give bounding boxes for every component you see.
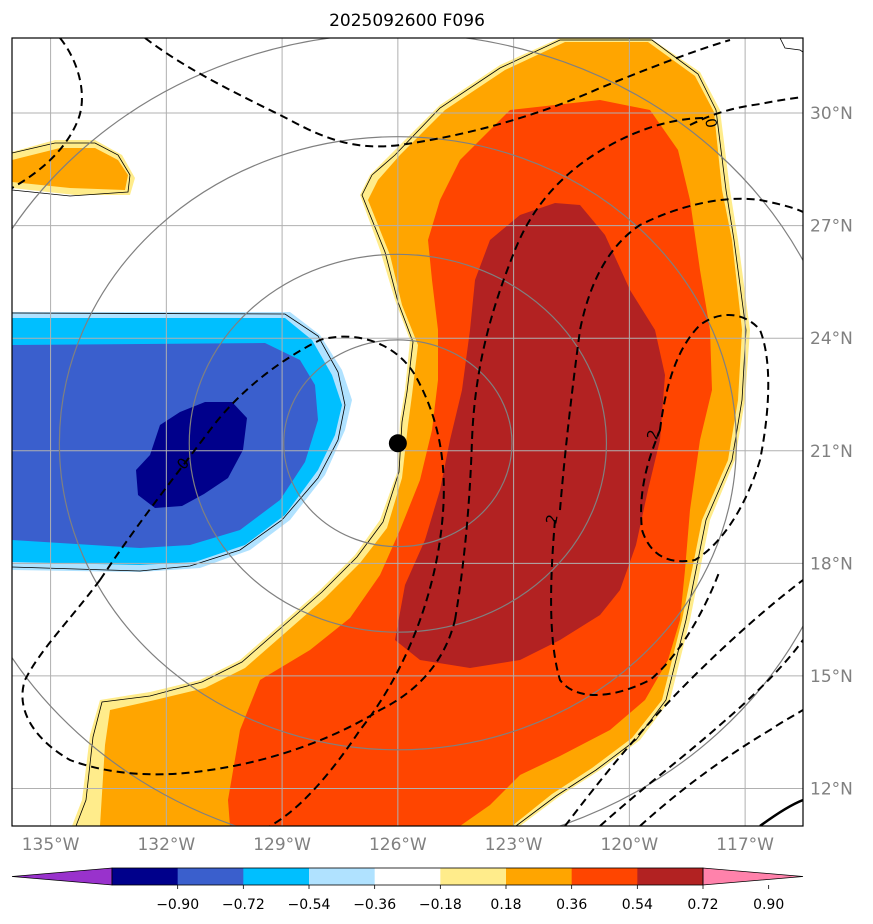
colorbar-segment [112, 868, 179, 885]
longitude-tick-label: 135°W [22, 835, 80, 855]
latitude-tick-label: 21°N [810, 442, 853, 462]
contour-upper-left-loop [12, 38, 83, 189]
longitude-tick-label: 117°W [716, 835, 774, 855]
colorbar-segment [309, 868, 376, 885]
colorbar-segment [506, 868, 573, 885]
contour-two-west [454, 117, 706, 621]
latitude-tick-label: 24°N [810, 329, 853, 349]
colorbar-tick-label: −0.72 [222, 897, 265, 913]
contour-label: 0 [701, 117, 720, 130]
longitude-tick-label: 129°W [253, 835, 311, 855]
colorbar-tick-label: 0.72 [687, 897, 718, 913]
colorbar-tick-label: −0.54 [288, 897, 331, 913]
longitude-tick-label: 120°W [600, 835, 658, 855]
dashed-contours [12, 38, 803, 826]
contour-bottom-right-3 [599, 639, 803, 826]
range-ring [58, 136, 737, 751]
latitude-tick-labels: 30°N 27°N 24°N 21°N 18°N 15°N 12°N [810, 104, 853, 799]
fill-level-036-upper-left [12, 148, 128, 190]
colorbar-tick-label: −0.36 [353, 897, 396, 913]
longitude-tick-label: 132°W [137, 835, 195, 855]
colorbar-segment [571, 868, 638, 885]
latitude-tick-label: 27°N [810, 217, 853, 237]
colorbar-tick-label: −0.18 [419, 897, 462, 913]
latitude-tick-label: 30°N [810, 104, 853, 124]
negative-anomaly-fill [12, 312, 352, 572]
range-rings [12, 38, 803, 826]
map-area: 0 0 2 2 [12, 38, 803, 826]
range-ring [283, 339, 513, 548]
contour-two-middle [559, 197, 803, 511]
contour-label: 2 [542, 513, 561, 526]
fill-level-072 [395, 203, 665, 668]
graticule [12, 38, 803, 826]
contour-top-right [689, 96, 803, 126]
chart-title: 2025092600 F096 [329, 11, 485, 31]
latitude-tick-label: 15°N [810, 667, 853, 687]
colorbar-tick-labels: −0.90 −0.72 −0.54 −0.36 −0.18 0.18 0.36 0.54 0.7… [156, 885, 784, 913]
colorbar [11, 867, 804, 886]
axes-frame [11, 37, 804, 827]
latitude-tick-label: 12°N [810, 779, 853, 799]
colorbar-segment [177, 868, 244, 885]
contour-bottom-right-1 [564, 579, 803, 826]
range-ring [188, 253, 608, 633]
colorbar-segment [243, 868, 310, 885]
colorbar-segment [374, 868, 441, 885]
solid-contour-corner [759, 798, 803, 826]
colorbar-tick-label: −0.90 [156, 897, 199, 913]
contour-label: 2 [643, 428, 663, 442]
colorbar-tick-label: 0.36 [556, 897, 587, 913]
latitude-tick-label: 18°N [810, 554, 853, 574]
colorbar-tick-label: 0.54 [622, 897, 653, 913]
colorbar-extend-high [702, 867, 804, 886]
longitude-tick-label: 126°W [369, 835, 427, 855]
storm-center-marker [388, 434, 407, 453]
colorbar-tick-label: 0.18 [490, 897, 521, 913]
colorbar-frame [111, 867, 704, 886]
colorbar-extend-low [11, 867, 113, 886]
longitude-tick-label: 123°W [485, 835, 543, 855]
fill-level-neg-072 [136, 402, 247, 508]
contour-two-east-loop [640, 313, 770, 563]
contour-two-inner [550, 519, 721, 696]
colorbar-tick-label: 0.90 [753, 897, 784, 913]
positive-anomaly-fill [12, 38, 750, 826]
longitude-tick-labels: 135°W 132°W 129°W 126°W 123°W 120°W 117°W [22, 835, 774, 855]
contour-zero-loop [21, 335, 456, 826]
contour-top-band [144, 38, 731, 148]
colorbar-segment [440, 868, 507, 885]
contour-bottom-right-2 [639, 709, 803, 826]
colorbar-segment [637, 868, 704, 885]
